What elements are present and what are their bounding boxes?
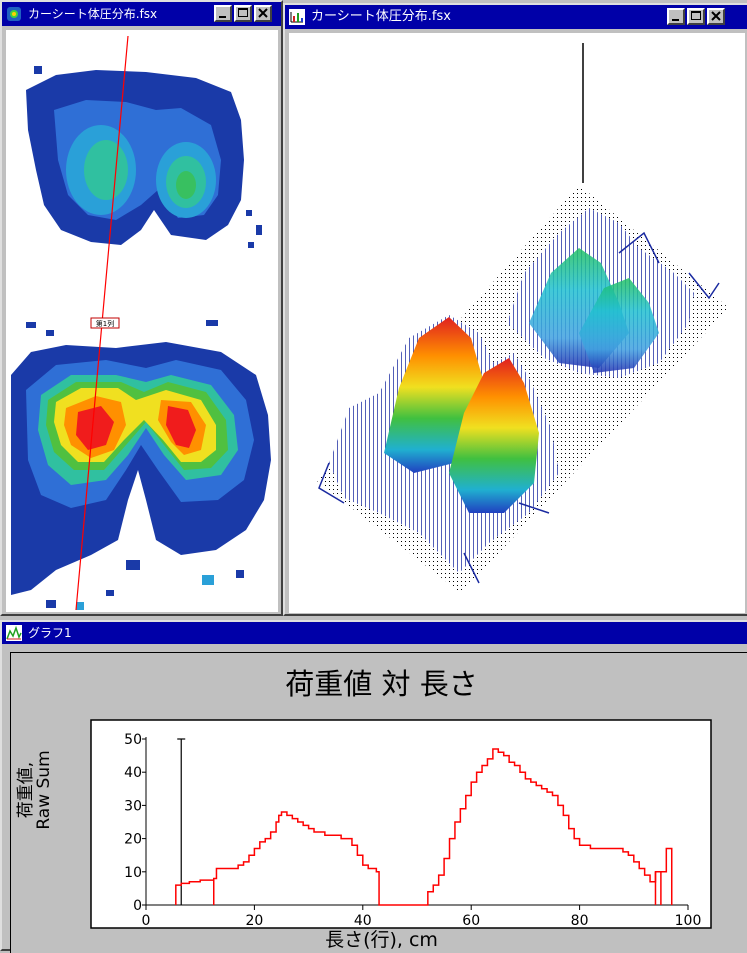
heatmap-window-title: カーシート体圧分布.fsx [28, 7, 158, 21]
surface-window-title: カーシート体圧分布.fsx [311, 9, 451, 24]
graph-window[interactable]: グラフ1 荷重値 対 長さ 荷重値, Raw Sum 長さ(行), cm 0 20… [0, 620, 747, 953]
x-axis-label: 長さ(行), cm [325, 929, 438, 951]
y-tick-label: 20 [124, 832, 142, 848]
maximize-button[interactable] [687, 8, 705, 25]
x-tick-label: 20 [245, 913, 263, 929]
heatmap-canvas[interactable]: 第1列 [6, 30, 278, 612]
x-tick-label: 60 [462, 913, 480, 929]
chart-frame [90, 719, 712, 929]
x-tick-label: 100 [675, 913, 702, 929]
load-vs-length-chart[interactable]: 0 20 40 60 80 100 0 10 20 30 40 50 [11, 653, 747, 953]
maximize-button[interactable] [234, 5, 252, 22]
y-tick-label: 0 [133, 898, 142, 914]
close-button[interactable] [254, 5, 272, 22]
surface-titlebar[interactable]: カーシート体圧分布.fsx [285, 5, 747, 29]
y-tick-label: 40 [124, 765, 142, 781]
y-tick-label: 30 [124, 798, 142, 814]
x-tick-label: 40 [354, 913, 372, 929]
section-marker[interactable] [90, 317, 120, 329]
section-marker-label: 第1列 [96, 319, 114, 328]
x-tick-label: 0 [142, 913, 151, 929]
load-series-line [175, 748, 673, 906]
heatmap-titlebar[interactable]: カーシート体圧分布.fsx [2, 2, 281, 26]
x-tick-label: 80 [571, 913, 589, 929]
surface-canvas[interactable] [289, 33, 745, 613]
surface-window[interactable]: カーシート体圧分布.fsx [283, 3, 747, 616]
graph-titlebar[interactable]: グラフ1 [2, 622, 747, 644]
pressure-map-icon [7, 7, 21, 21]
y-tick-label: 10 [124, 865, 142, 881]
graph-window-title: グラフ1 [28, 626, 72, 640]
pressure-surface-3d [317, 43, 729, 593]
chart-title: 荷重値 対 長さ [285, 667, 478, 701]
y-tick-label: 50 [124, 732, 142, 748]
pressure-heatmap: 第1列 [11, 35, 271, 611]
close-button[interactable] [707, 8, 725, 25]
minimize-button[interactable] [214, 5, 232, 22]
minimize-button[interactable] [667, 8, 685, 25]
graph-icon [6, 625, 22, 641]
heatmap-window[interactable]: カーシート体圧分布.fsx [0, 0, 283, 616]
graph-panel: 荷重値 対 長さ 荷重値, Raw Sum 長さ(行), cm 0 20 40 60 8… [10, 652, 747, 953]
chart-icon [289, 9, 305, 25]
